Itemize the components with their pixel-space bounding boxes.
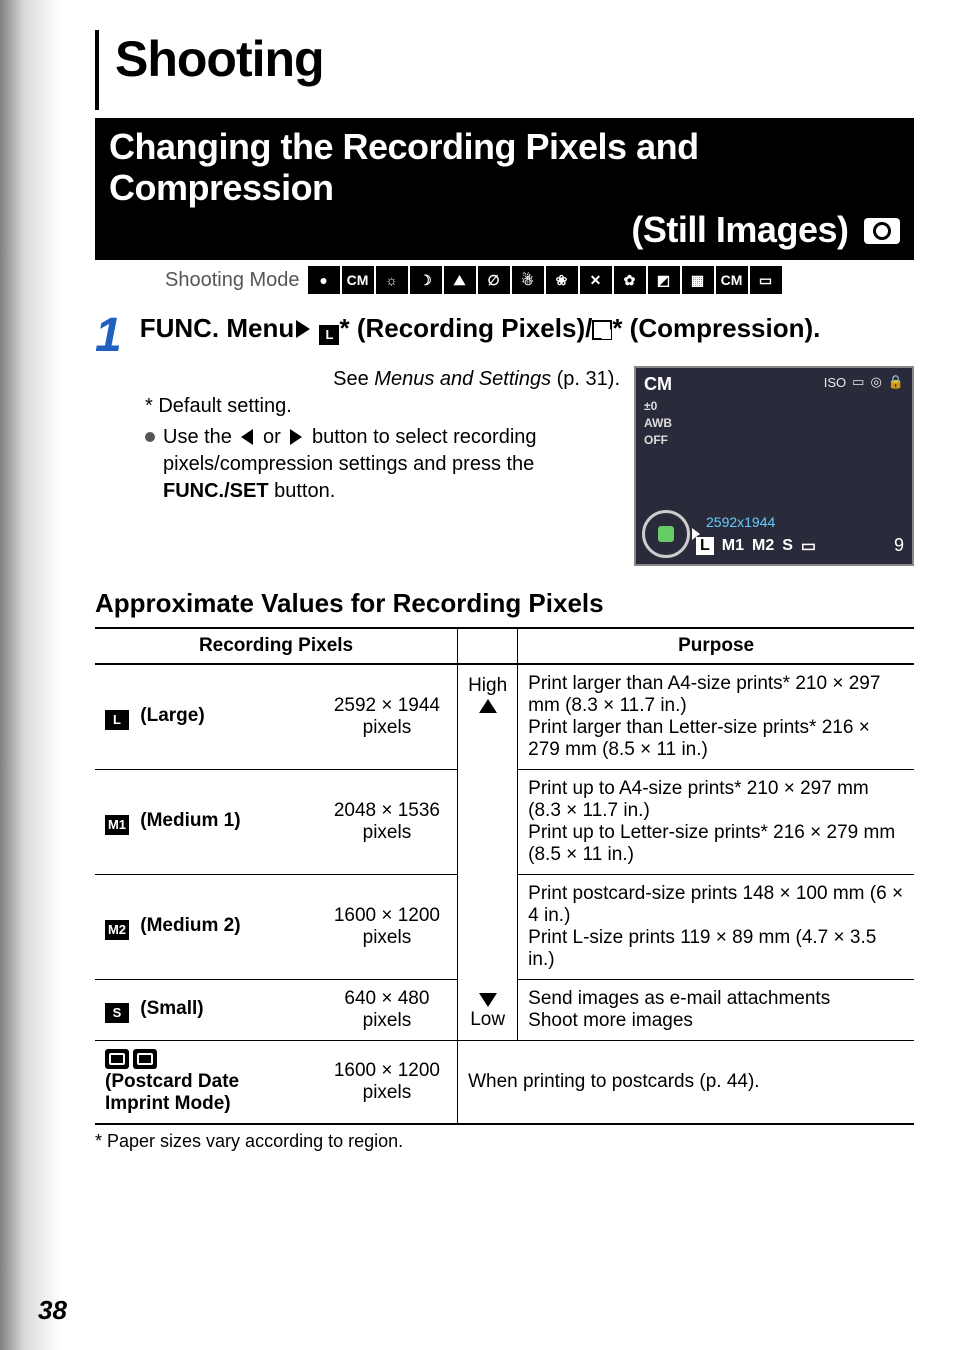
- section-banner: Changing the Recording Pixels and Compre…: [95, 118, 914, 260]
- small-icon: S: [105, 1003, 129, 1023]
- camera-icon: [864, 218, 900, 244]
- func-set-icon: [642, 510, 690, 558]
- high-label: High: [468, 675, 507, 697]
- shooting-mode-label: Shooting Mode: [165, 269, 300, 292]
- right-arrow-icon: [290, 429, 302, 445]
- postcard-icon: [105, 1049, 157, 1069]
- up-arrow-icon: [479, 699, 497, 713]
- chapter-title: Shooting: [115, 30, 914, 88]
- recording-pixels-icon: L: [319, 325, 339, 345]
- th-pixels: Recording Pixels: [95, 628, 458, 664]
- lcd-preview: CM ISO▭◎🔒 ±0 AWB OFF 2592x1944 L M1 M2 S…: [634, 366, 914, 566]
- th-purpose: Purpose: [518, 628, 914, 664]
- bullet-icon: [145, 432, 155, 442]
- table-row: L (Large) 2592 × 1944 pixels High Low Pr…: [95, 664, 914, 770]
- step-heading: FUNC. Menu L* (Recording Pixels)/* (Comp…: [140, 312, 914, 360]
- page-number: 38: [38, 1295, 67, 1326]
- step-number: 1: [95, 312, 122, 360]
- large-icon: L: [105, 710, 129, 730]
- default-setting-note: * Default setting.: [145, 393, 620, 420]
- footnote: * Paper sizes vary according to region.: [95, 1131, 914, 1152]
- left-arrow-icon: [241, 429, 253, 445]
- compression-icon: [592, 320, 612, 340]
- banner-line-2: (Still Images): [109, 209, 900, 250]
- mode-icon-strip: ●CM☼ ☽⛰∅ ☃❀✕ ✿◩▦ CM▭: [308, 266, 782, 294]
- m2-icon: M2: [105, 920, 129, 940]
- down-arrow-icon: [479, 993, 497, 1007]
- banner-line-1: Changing the Recording Pixels and Compre…: [109, 126, 900, 209]
- triangle-icon: [296, 320, 310, 338]
- recording-pixels-table: Recording Pixels Purpose L (Large) 2592 …: [95, 627, 914, 1125]
- table-heading: Approximate Values for Recording Pixels: [95, 588, 914, 619]
- table-row: (Postcard Date Imprint Mode) 1600 × 1200…: [95, 1041, 914, 1125]
- step-body-text: See Menus and Settings (p. 31). * Defaul…: [145, 366, 620, 566]
- shooting-mode-row: Shooting Mode ●CM☼ ☽⛰∅ ☃❀✕ ✿◩▦ CM▭: [95, 266, 914, 294]
- m1-icon: M1: [105, 815, 129, 835]
- low-label: Low: [468, 1009, 507, 1031]
